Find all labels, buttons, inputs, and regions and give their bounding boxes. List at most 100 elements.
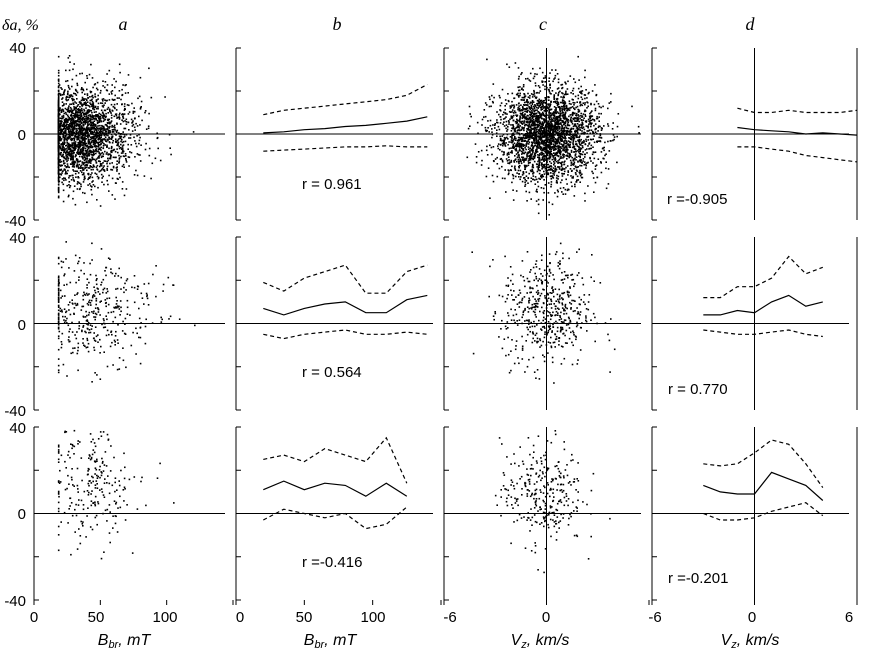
data-point [519,160,521,162]
data-point [576,118,579,121]
data-point [81,103,83,106]
data-point [533,107,536,110]
data-point [69,185,72,187]
data-point [102,98,105,100]
data-point [106,144,108,147]
data-point [91,166,94,169]
data-point [98,127,100,130]
data-point [75,110,77,112]
data-point [531,107,533,110]
data-point [581,127,584,130]
data-point [533,140,535,142]
data-point [564,114,566,116]
data-point [72,112,75,115]
data-point [514,139,517,141]
data-point [91,140,94,142]
data-point [151,162,154,165]
data-point [89,145,92,148]
data-point [552,147,554,150]
data-point [88,110,90,113]
data-point [550,148,553,151]
data-point [531,100,534,102]
data-point [583,139,585,142]
data-point [58,180,61,183]
data-point [550,137,553,139]
data-point [498,113,500,116]
data-point [59,173,62,175]
data-point [565,83,567,85]
data-point [106,124,108,127]
data-point [64,131,66,134]
data-point [73,180,75,182]
data-point [496,111,498,113]
data-point [76,159,79,162]
data-point [86,101,89,103]
data-point [61,164,63,167]
data-point [527,140,529,143]
data-point [538,172,541,175]
data-point [127,92,129,94]
data-point [576,175,579,178]
data-point [76,151,78,154]
data-point [116,116,119,119]
data-point [97,129,99,131]
data-point [514,127,516,130]
data-point [507,143,509,146]
data-point [537,156,539,159]
data-point [101,125,104,128]
data-point [66,119,68,121]
data-point [76,188,79,190]
column-letter-b: b [333,14,342,34]
data-point [585,120,588,122]
data-point [102,162,104,164]
data-point [594,84,596,86]
data-point [77,104,79,106]
data-point [503,125,506,127]
data-point [515,144,517,146]
data-point [89,90,92,93]
data-point [71,78,74,81]
data-point [600,162,602,164]
data-point [77,127,80,130]
data-point [557,175,560,178]
data-point [524,113,526,116]
data-point [104,144,106,146]
data-point [522,85,525,88]
data-point [529,159,532,161]
data-point [533,126,536,128]
data-point [537,181,539,183]
data-point [542,147,545,150]
data-point [591,170,593,173]
data-point [493,96,495,99]
data-point [532,116,534,118]
data-point [523,137,526,139]
data-point [85,135,88,137]
data-point [87,139,90,142]
data-point [69,122,71,125]
data-point [57,165,60,167]
data-point [559,152,561,154]
data-point [133,126,136,129]
data-point [89,115,91,117]
data-point [57,176,60,178]
data-point [119,135,122,138]
data-point [96,131,99,134]
data-point [533,121,536,124]
data-point [562,173,564,175]
data-point [594,109,597,112]
data-point [529,135,531,137]
data-point [520,88,523,91]
data-point [69,136,72,138]
data-point [65,108,68,111]
data-point [537,139,539,142]
data-point [540,100,542,102]
data-point [79,170,82,172]
data-point [81,98,84,101]
data-point [84,101,87,103]
data-point [573,148,576,150]
data-point [57,184,60,186]
data-point [559,108,561,111]
data-point [90,103,92,106]
data-point [537,154,539,156]
data-point [565,148,567,151]
